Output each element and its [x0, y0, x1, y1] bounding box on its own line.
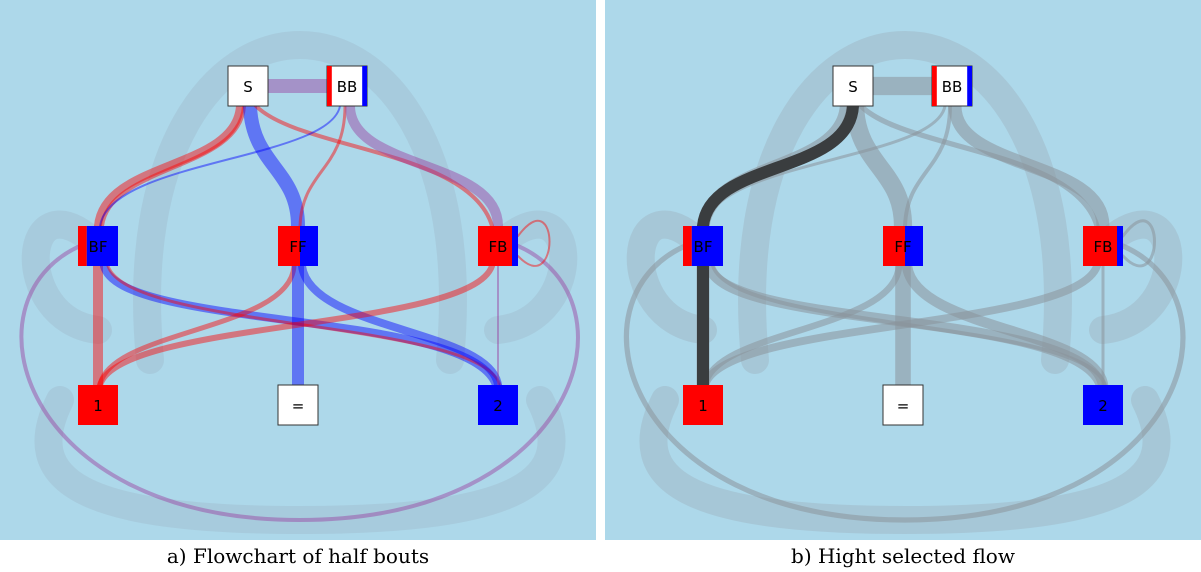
- node-red-part: [1083, 226, 1117, 266]
- node-blue-part: [691, 226, 723, 266]
- flow-edge-BB-BF: [99, 105, 341, 227]
- node-blue-part: [512, 226, 518, 266]
- node-blue-bar: [362, 66, 367, 106]
- node-label: S: [848, 78, 858, 96]
- node-red-bar: [327, 66, 332, 106]
- node-bb[interactable]: BB: [931, 65, 973, 107]
- ghost-band: [133, 31, 467, 374]
- ghost-band: [738, 31, 1072, 374]
- node-blue-part: [1117, 226, 1123, 266]
- ghost-band: [34, 386, 566, 535]
- node-red-part: [278, 226, 300, 266]
- node-blue-part: [905, 226, 923, 266]
- flow-edge-FF-1: [97, 263, 297, 388]
- ghost-band: [21, 210, 112, 344]
- panel-a-flowchart: S BB BF FF FB 1 = 2: [0, 0, 596, 540]
- node-label: 1: [698, 397, 708, 415]
- node-red-part: [683, 226, 692, 266]
- panel-b-selected-flow: S BB BF FF FB 1 = 2: [605, 0, 1201, 540]
- node-2[interactable]: 2: [478, 385, 518, 425]
- flowchart-b-canvas: S BB BF FF FB 1 = 2: [623, 31, 1186, 535]
- node-label: FF: [894, 238, 911, 256]
- flow-edge-S-FF: [845, 96, 913, 236]
- node-1[interactable]: 1: [683, 385, 723, 425]
- flow-edge-FB-self: [517, 219, 551, 267]
- node-label: BB: [942, 78, 963, 96]
- node-s[interactable]: S: [832, 65, 874, 107]
- node-blue-part: [300, 226, 318, 266]
- flow-edge-FB-1: [97, 263, 495, 388]
- node-equal[interactable]: =: [277, 384, 319, 426]
- node-1[interactable]: 1: [78, 385, 118, 425]
- node-ff[interactable]: FF: [278, 226, 318, 266]
- node-bf[interactable]: BF: [78, 226, 118, 266]
- flow-edge-FB-self: [1121, 219, 1156, 268]
- ghost-band: [626, 210, 717, 344]
- flow-edge-FB-1: [701, 262, 1101, 389]
- flow-edge-BB-FF: [903, 104, 952, 228]
- node-label: S: [243, 78, 253, 96]
- flow-edge-FF-2: [901, 260, 1109, 391]
- node-equal[interactable]: =: [882, 384, 924, 426]
- node-2[interactable]: 2: [1083, 385, 1123, 425]
- flow-edge-BB-FF: [298, 104, 347, 228]
- flow-edge-BB-FB: [345, 101, 503, 231]
- node-s[interactable]: S: [227, 65, 269, 107]
- node-label: =: [897, 397, 910, 415]
- caption-b: b) Hight selected flow: [791, 544, 1015, 568]
- highlight-edge-S-BF: [697, 100, 859, 232]
- node-bf[interactable]: BF: [683, 226, 723, 266]
- flow-edge-BF-2b: [106, 264, 502, 387]
- node-box: [326, 65, 368, 107]
- flow-edge-FF-2: [298, 262, 502, 389]
- node-label: =: [292, 397, 305, 415]
- node-box: [277, 384, 319, 426]
- flow-edge-S-BF: [94, 102, 244, 230]
- node-blue-part: [86, 226, 118, 266]
- node-fb[interactable]: FB: [1083, 226, 1123, 266]
- flow-edge-BF-2: [100, 262, 500, 389]
- node-label: 1: [93, 397, 103, 415]
- flow-edge-BB-FB: [948, 99, 1110, 233]
- node-label: BB: [337, 78, 358, 96]
- node-label: FB: [489, 238, 508, 256]
- node-fb[interactable]: FB: [478, 226, 518, 266]
- flow-edge-BF-FB-loop: [19, 244, 580, 523]
- node-blue-bar: [967, 66, 972, 106]
- node-label: BF: [694, 238, 713, 256]
- node-bb[interactable]: BB: [326, 65, 368, 107]
- node-label: 2: [493, 397, 503, 415]
- node-red-part: [883, 226, 905, 266]
- node-red-part: [478, 226, 512, 266]
- node-label: FB: [1094, 238, 1113, 256]
- node-label: BF: [89, 238, 108, 256]
- node-label: FF: [289, 238, 306, 256]
- flow-edge-S-FF: [243, 99, 305, 233]
- node-label: 2: [1098, 397, 1108, 415]
- node-box: [227, 65, 269, 107]
- node-box: [882, 384, 924, 426]
- node-red-bar: [932, 66, 937, 106]
- ghost-band: [484, 210, 578, 344]
- node-box: [1083, 385, 1123, 425]
- flowchart-a-canvas: S BB BF FF FB 1 = 2: [19, 31, 580, 535]
- flow-edge-S-BF2: [100, 104, 246, 228]
- flow-edge-BF-FB-loop: [623, 243, 1186, 523]
- node-red-part: [78, 226, 87, 266]
- node-box: [78, 385, 118, 425]
- node-box: [478, 385, 518, 425]
- caption-a: a) Flowchart of half bouts: [166, 544, 430, 568]
- node-box: [683, 385, 723, 425]
- flow-edge-S-FB: [254, 104, 494, 228]
- node-box: [832, 65, 874, 107]
- node-ff[interactable]: FF: [883, 226, 923, 266]
